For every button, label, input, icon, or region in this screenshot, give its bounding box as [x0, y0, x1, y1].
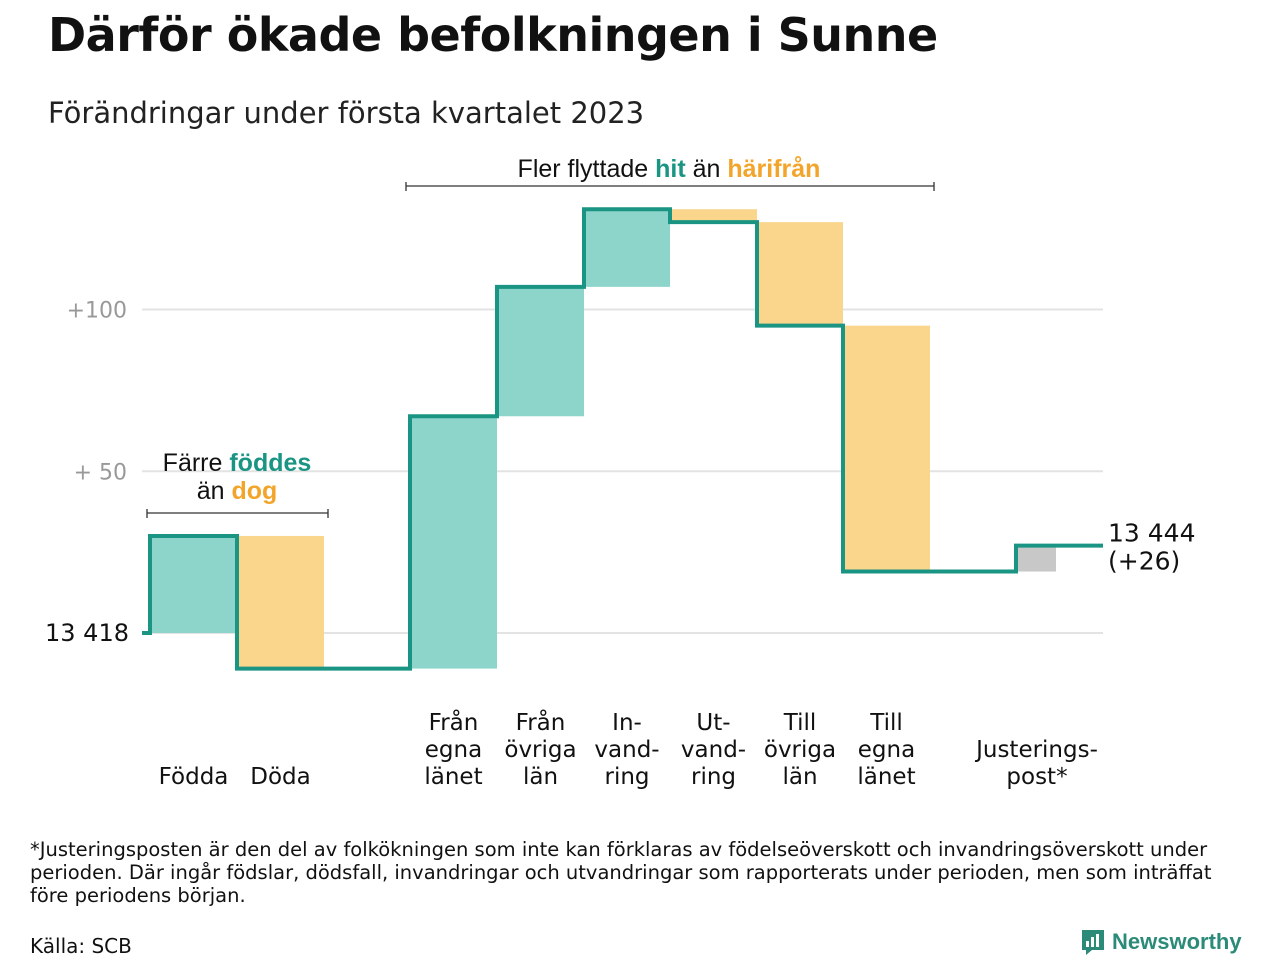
category-label: Från — [516, 708, 566, 736]
start-value-label: 13 418 — [45, 619, 129, 647]
category-label: vand- — [681, 737, 746, 763]
level-line-path — [142, 207, 1103, 671]
end-change-label: (+26) — [1108, 547, 1180, 576]
category-label: övriga — [764, 737, 836, 763]
births-annotation-line1: Färre föddes — [163, 449, 312, 477]
footnote: *Justeringsposten är den del av folkökni… — [30, 838, 1212, 907]
category-label: vand- — [594, 737, 659, 763]
category-label: In- — [612, 710, 642, 736]
category-label: Till — [869, 710, 903, 736]
category-label: Ut- — [696, 710, 730, 736]
brand-name: Newsworthy — [1112, 929, 1242, 954]
births-annotation-bracket — [146, 509, 329, 518]
end-value-label: 13 444 — [1108, 519, 1195, 548]
bar-increase — [410, 416, 497, 669]
y-tick-label: + 50 — [74, 460, 127, 485]
brand-logo[interactable]: Newsworthy — [1080, 928, 1242, 956]
newsworthy-logo-icon — [1082, 930, 1104, 955]
category-label: län — [782, 764, 817, 790]
category-label: Från — [429, 708, 479, 736]
source-note: Källa: SCB — [30, 934, 132, 958]
category-label: Födda — [159, 764, 229, 790]
migration-annotation-bracket — [405, 182, 935, 191]
bars — [150, 209, 1056, 669]
chart-subtitle: Förändringar under första kvartalet 2023 — [48, 96, 645, 130]
migration-annotation: Fler flyttade hit än härifrån — [518, 155, 821, 183]
category-label: ring — [604, 764, 649, 790]
category-label: övriga — [504, 737, 576, 763]
bar-adjustment — [1016, 545, 1056, 572]
category-label: länet — [424, 764, 482, 790]
level-line — [142, 207, 1103, 671]
category-label: egna — [858, 737, 915, 763]
bar-decrease — [843, 325, 930, 572]
chart-title: Därför ökade befolkningen i Sunne — [48, 8, 938, 62]
category-label: Döda — [250, 764, 310, 790]
bar-decrease — [757, 222, 843, 326]
category-label: ring — [691, 764, 736, 790]
category-label: egna — [425, 737, 482, 763]
bar-increase — [150, 535, 237, 633]
births-annotation-line2: än dog — [197, 477, 278, 505]
category-label: post* — [1006, 764, 1067, 790]
category-label: länet — [857, 764, 915, 790]
bar-increase — [584, 209, 670, 287]
category-label: län — [523, 764, 558, 790]
category-label: Till — [783, 710, 817, 736]
bar-decrease — [670, 209, 757, 223]
bar-increase — [497, 286, 584, 417]
bar-decrease — [237, 535, 324, 669]
category-label: Justerings- — [974, 737, 1098, 763]
y-tick-label: +100 — [67, 299, 127, 324]
